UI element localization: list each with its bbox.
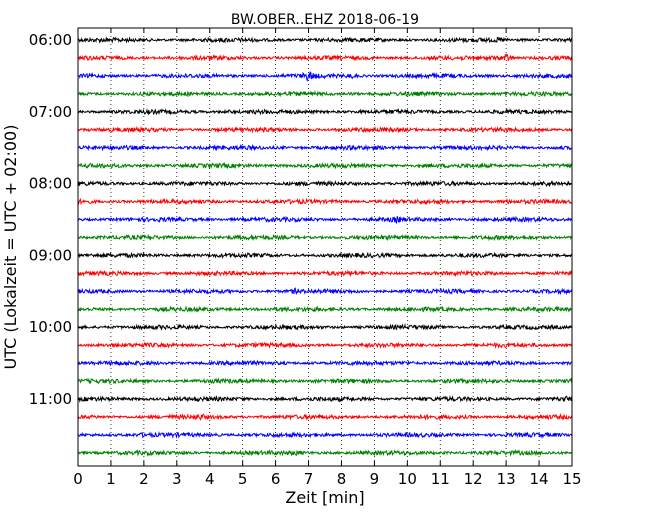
chart-title: BW.OBER..EHZ 2018-06-19: [231, 12, 419, 28]
x-tick-label: 12: [464, 470, 483, 488]
seismic-trace: [77, 394, 573, 403]
seismic-trace: [77, 71, 573, 82]
x-tick-label: 13: [497, 470, 516, 488]
seismic-trace: [77, 161, 573, 170]
x-tick-label: 3: [172, 470, 182, 488]
seismic-trace: [77, 143, 572, 152]
y-tick-label: 09:00: [29, 246, 72, 264]
x-tick-label: 14: [530, 470, 549, 488]
seismic-trace: [77, 287, 573, 296]
seismic-trace: [77, 36, 573, 44]
y-axis-ticks: 06:00 07:00 08:00 09:00 10:00 11:00: [29, 31, 572, 408]
seismic-trace: [77, 359, 572, 367]
x-tick-label: 15: [562, 470, 581, 488]
x-tick-label: 2: [139, 470, 149, 488]
x-tick-label: 0: [73, 470, 83, 488]
seismic-trace: [77, 341, 573, 350]
y-tick-label: 10:00: [29, 318, 72, 336]
trace-group: [77, 36, 573, 457]
x-axis-label: Zeit [min]: [285, 488, 364, 507]
y-tick-label: 08:00: [29, 175, 72, 193]
seismic-trace: [77, 323, 573, 332]
seismic-trace: [77, 269, 573, 278]
seismic-trace: [77, 448, 572, 457]
seismic-trace: [77, 305, 573, 314]
seismic-trace: [77, 90, 573, 98]
x-tick-label: 4: [205, 470, 215, 488]
plot-frame: [77, 27, 573, 467]
seismic-trace: [77, 125, 573, 134]
seismic-trace: [77, 377, 573, 385]
seismic-trace: [77, 413, 573, 421]
x-tick-label: 10: [398, 470, 417, 488]
seismic-trace: [77, 215, 573, 225]
seismic-trace: [77, 53, 573, 62]
seismic-trace: [77, 251, 573, 260]
x-tick-label: 7: [304, 470, 314, 488]
x-tick-label: 11: [431, 470, 450, 488]
x-tick-label: 9: [370, 470, 380, 488]
seismic-trace: [77, 233, 572, 242]
seismic-trace: [77, 197, 572, 206]
x-tick-label: 1: [106, 470, 116, 488]
seismic-trace: [77, 179, 572, 188]
x-tick-label: 6: [271, 470, 281, 488]
y-tick-label: 11:00: [29, 390, 72, 408]
y-axis-label: UTC (Lokalzeit = UTC + 02:00): [1, 125, 20, 370]
seismic-trace: [77, 107, 573, 116]
seismic-trace: [77, 430, 573, 439]
x-tick-label: 5: [238, 470, 248, 488]
x-axis-ticks: 0 1 2 3 4 5 6 7 8 9 10 11 12 13 14 15: [73, 28, 582, 488]
x-tick-label: 8: [337, 470, 347, 488]
y-tick-label: 07:00: [29, 103, 72, 121]
y-tick-label: 06:00: [29, 31, 72, 49]
